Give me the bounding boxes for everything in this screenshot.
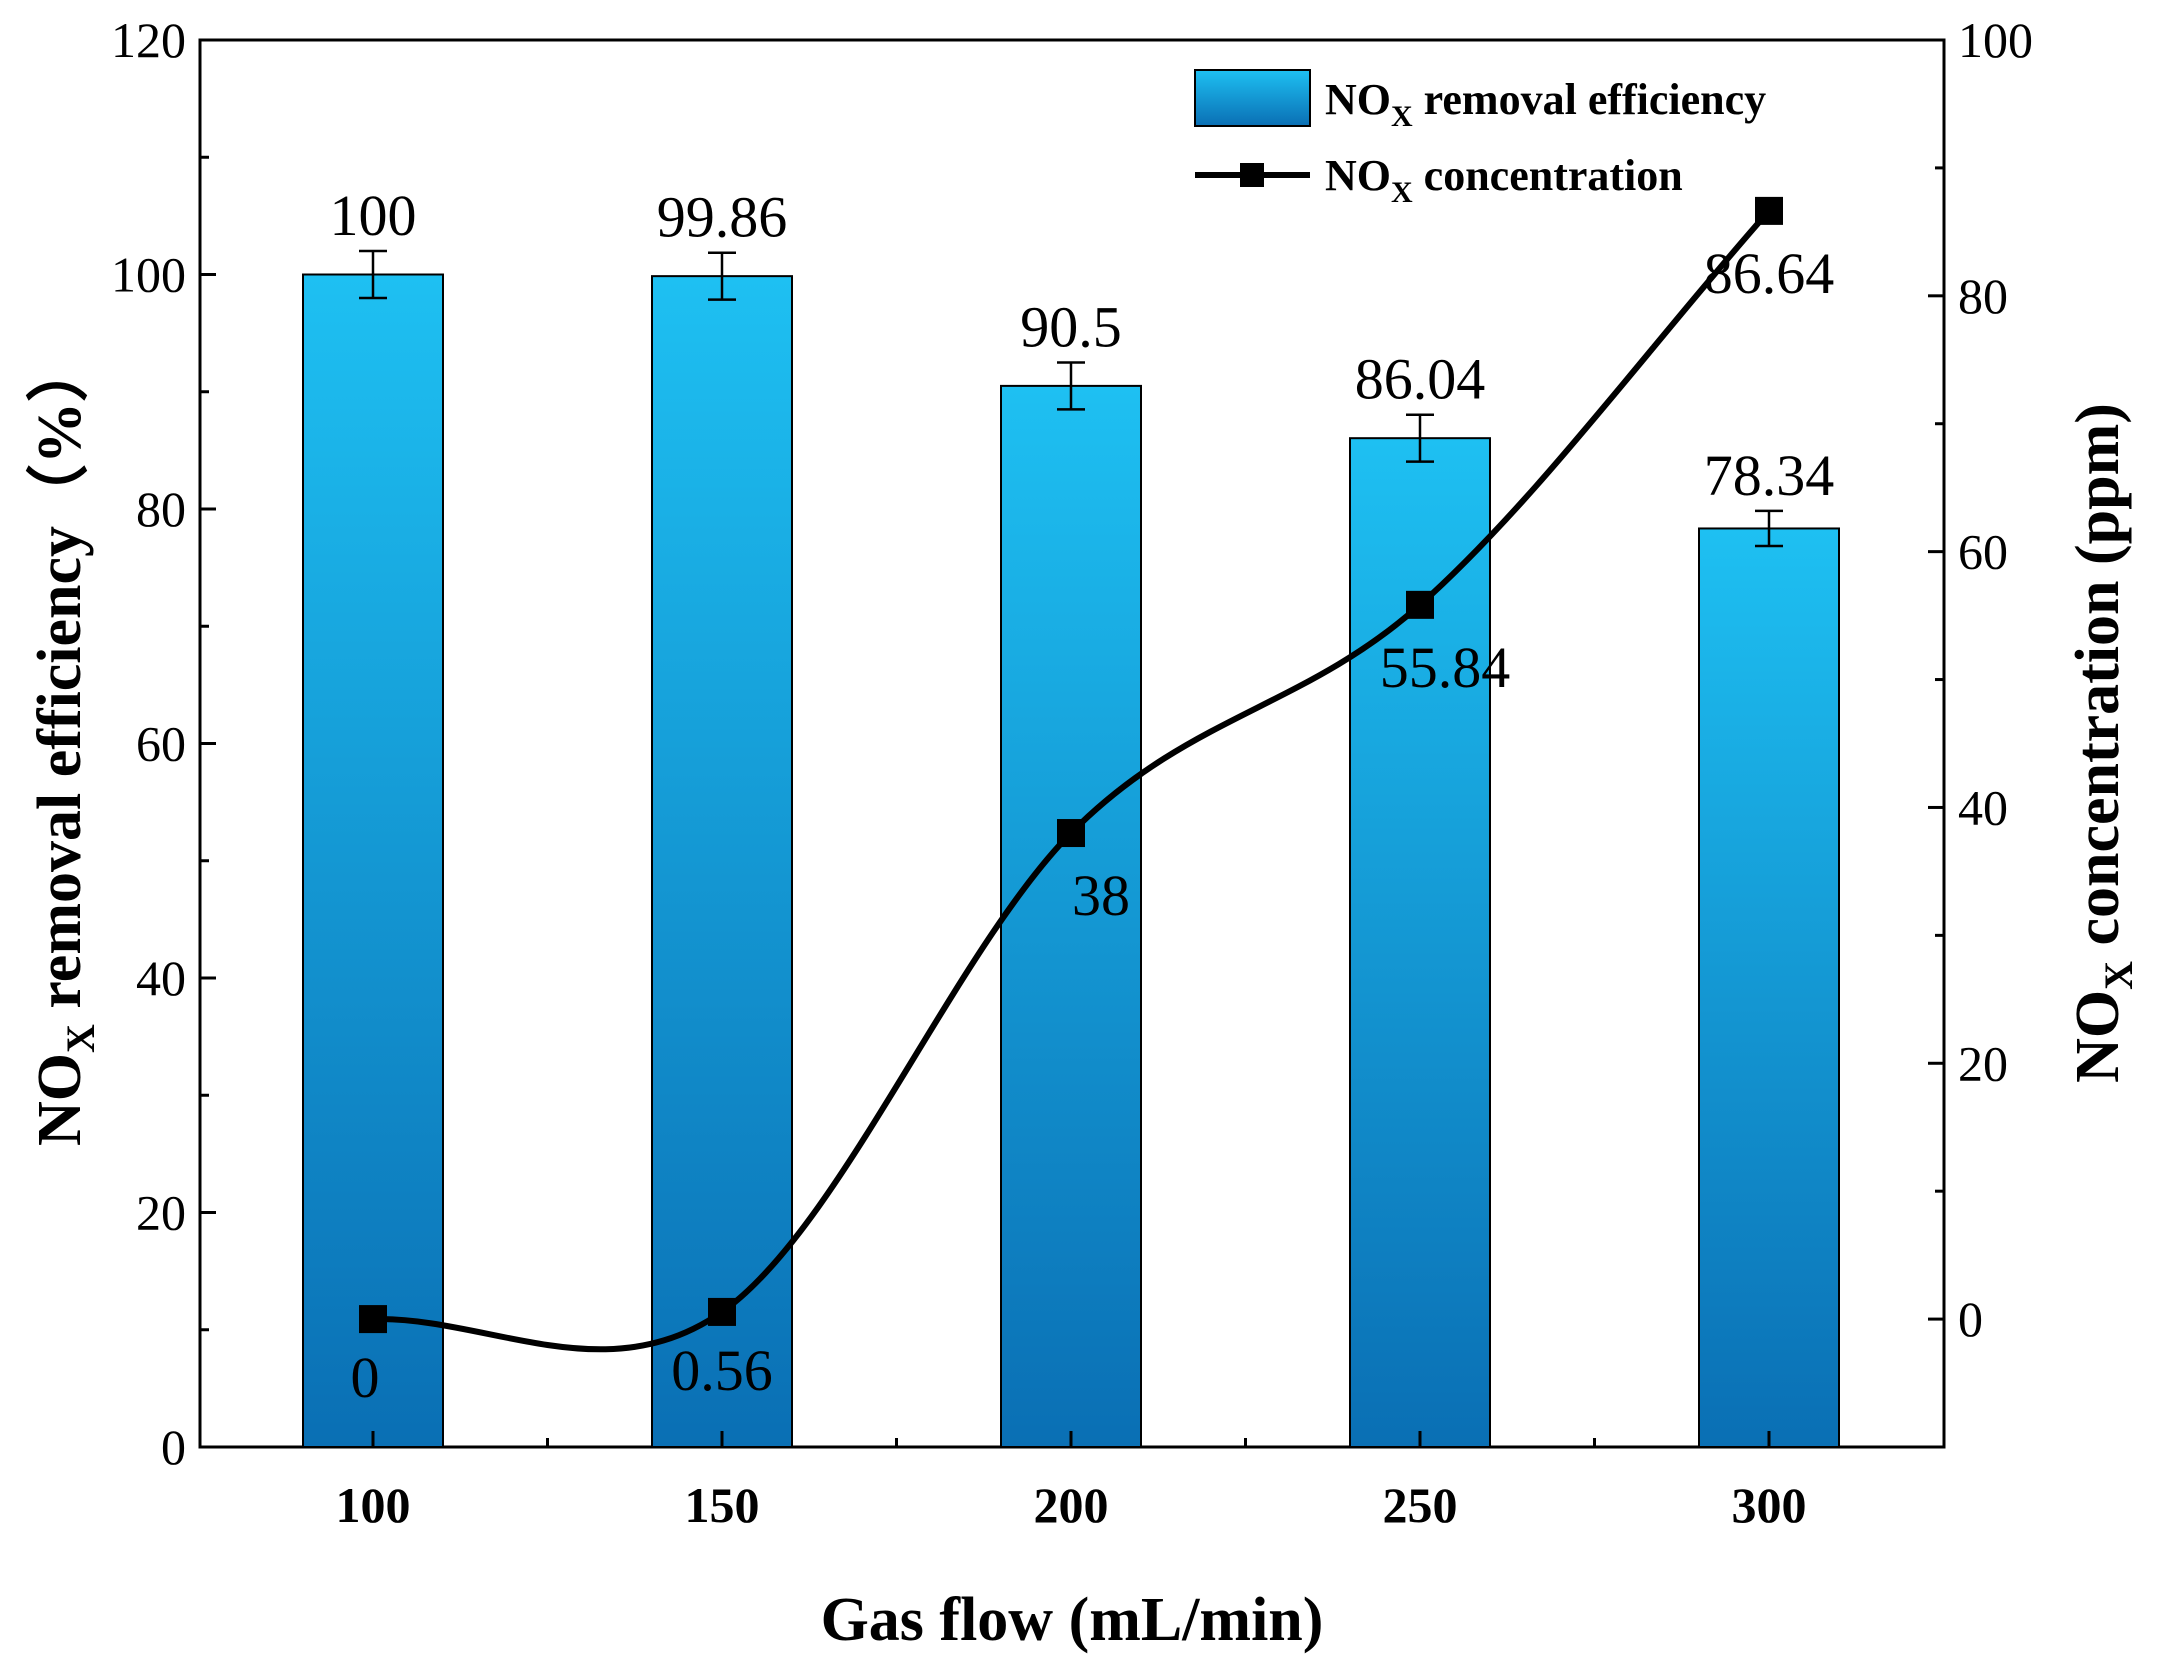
- legend-bar-label-sub: X: [1391, 100, 1413, 133]
- x-tick-label-100: 100: [336, 1477, 411, 1533]
- bar-value-label-150: 99.86: [657, 185, 788, 250]
- bar-150: [651, 275, 793, 1449]
- right-axis-title: NOX concentration (ppm): [2064, 403, 2141, 1083]
- concentration-marker-100: [359, 1305, 387, 1334]
- right-axis-title-rest: concentration (ppm): [2064, 403, 2132, 961]
- legend-bar-label-main: NO: [1325, 75, 1391, 124]
- concentration-marker-300: [1755, 196, 1783, 225]
- legend-line-label: NOX concentration: [1325, 151, 1683, 209]
- legend: NOX removal efficiency NOX concentration: [1194, 69, 1766, 209]
- concentration-value-label-200: 38: [1072, 863, 1130, 928]
- x-tick-label-150: 150: [685, 1477, 760, 1533]
- right-tick-label-80: 80: [1958, 268, 2008, 324]
- bar-250: [1349, 437, 1491, 1448]
- left-axis-title: NOX removal efficiency（%）: [24, 340, 103, 1146]
- legend-line-marker: [1240, 163, 1264, 187]
- right-tick-label-60: 60: [1958, 524, 2008, 580]
- bar-value-label-200: 90.5: [1020, 294, 1122, 359]
- left-tick-label-120: 120: [111, 12, 186, 68]
- left-axis-title-rest: removal efficiency（%）: [24, 340, 94, 1024]
- concentration-marker-250: [1406, 590, 1434, 619]
- concentration-marker-150: [708, 1297, 736, 1326]
- right-tick-label-20: 20: [1958, 1035, 2008, 1091]
- legend-line-label-main: NO: [1325, 151, 1391, 200]
- left-axis-title-sub: X: [58, 1024, 103, 1053]
- left-tick-label-0: 0: [161, 1419, 186, 1475]
- concentration-value-label-150: 0.56: [671, 1338, 773, 1403]
- left-tick-label-80: 80: [136, 481, 186, 537]
- left-tick-label-20: 20: [136, 1185, 186, 1241]
- left-axis-title-main: NO: [26, 1053, 94, 1146]
- x-tick-label-200: 200: [1034, 1477, 1109, 1533]
- right-tick-label-40: 40: [1958, 779, 2008, 835]
- x-tick-label-300: 300: [1732, 1477, 1807, 1533]
- legend-bar-label-rest: removal efficiency: [1413, 75, 1766, 124]
- left-tick-label-40: 40: [136, 950, 186, 1006]
- concentration-marker-200: [1057, 819, 1085, 848]
- x-tick-label-250: 250: [1383, 1477, 1458, 1533]
- bar-value-label-250: 86.04: [1355, 347, 1486, 412]
- right-tick-label-100: 100: [1958, 12, 2033, 68]
- legend-bar-label: NOX removal efficiency: [1325, 75, 1766, 133]
- bar-100: [302, 273, 444, 1448]
- right-axis-title-sub: X: [2096, 961, 2141, 990]
- bar-value-label-100: 100: [330, 183, 417, 248]
- bar-value-label-300: 78.34: [1704, 443, 1835, 508]
- concentration-value-label-100: 0: [351, 1345, 380, 1410]
- concentration-value-label-250: 55.84: [1380, 635, 1511, 700]
- bar-300: [1698, 527, 1840, 1448]
- legend-line-label-rest: concentration: [1413, 151, 1683, 200]
- legend-line-label-sub: X: [1391, 176, 1413, 209]
- left-tick-label-100: 100: [111, 247, 186, 303]
- left-tick-label-60: 60: [136, 716, 186, 772]
- legend-bar-swatch: [1194, 69, 1311, 127]
- right-axis-title-main: NO: [2064, 990, 2132, 1083]
- x-axis-title: Gas flow (mL/min): [821, 1586, 1324, 1654]
- concentration-value-label-300: 86.64: [1704, 241, 1835, 306]
- right-tick-label-0: 0: [1958, 1291, 1983, 1347]
